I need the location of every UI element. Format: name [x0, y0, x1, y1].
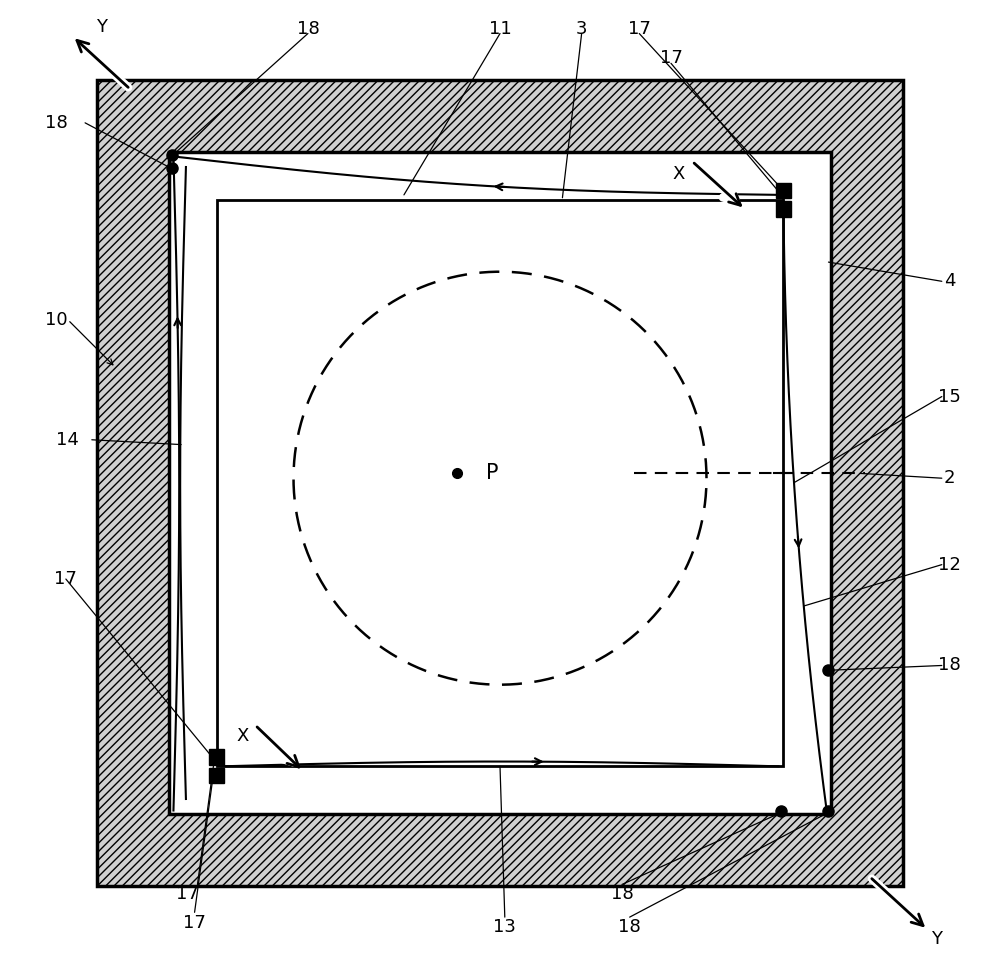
Text: 4: 4	[944, 272, 955, 291]
Bar	[209, 768, 224, 783]
Text: X: X	[236, 726, 249, 745]
Text: 17: 17	[176, 885, 199, 903]
Text: 18: 18	[45, 114, 68, 131]
Text: 18: 18	[297, 19, 319, 38]
Text: 12: 12	[938, 555, 961, 574]
Text: 2: 2	[944, 469, 955, 487]
Bar	[776, 201, 791, 216]
Text: 11: 11	[489, 19, 511, 38]
Text: 17: 17	[183, 914, 206, 932]
Text: 13: 13	[493, 918, 516, 936]
Text: P: P	[486, 464, 498, 483]
Bar	[217, 200, 783, 766]
Text: 3: 3	[576, 19, 587, 38]
Text: 18: 18	[938, 657, 961, 674]
Text: 17: 17	[660, 49, 682, 68]
Text: 17: 17	[628, 19, 651, 38]
Bar	[776, 183, 791, 198]
Text: 18: 18	[618, 918, 641, 936]
Bar	[209, 750, 224, 765]
Text: 14: 14	[56, 431, 79, 449]
Text: Y: Y	[932, 930, 943, 949]
Text: 18: 18	[611, 885, 633, 903]
Text: Y: Y	[96, 17, 107, 36]
Text: X: X	[672, 165, 685, 183]
Bar	[169, 152, 831, 814]
Bar	[97, 79, 903, 887]
Text: 10: 10	[45, 311, 68, 328]
Text: 15: 15	[938, 387, 961, 406]
Text: 17: 17	[54, 570, 77, 588]
